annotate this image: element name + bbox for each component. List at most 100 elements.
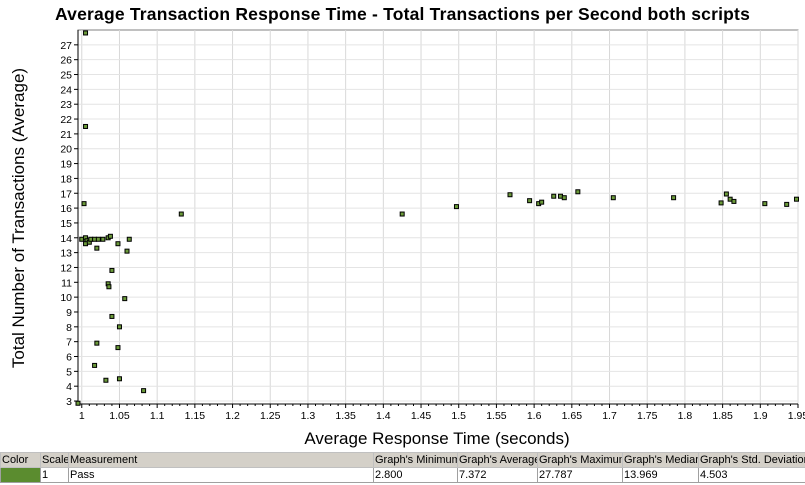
x-tick-label: 1.35 [335,410,356,422]
y-tick-label: 16 [60,203,72,215]
data-point[interactable] [100,236,106,242]
y-tick-label: 9 [66,307,72,319]
minimum-value: 2.800 [373,467,458,483]
data-point[interactable] [561,195,567,201]
x-tick-label: 1.95 [788,410,805,422]
data-point[interactable] [115,345,121,351]
maximum-value: 27.787 [537,467,623,483]
y-axis-ticks: 3 4 5 6 7 8 9 10 11 12 13 14 15 16 17 18 19 20 21 22 23 24 25 2… [60,30,79,408]
x-tick-label: 1.65 [562,410,583,422]
data-point[interactable] [92,362,98,368]
data-point[interactable] [116,376,122,382]
data-point[interactable] [94,245,100,251]
data-point[interactable] [83,123,89,129]
data-point[interactable] [575,189,581,195]
data-points [75,30,799,406]
header-median[interactable]: Graph's Median [622,452,699,468]
std-deviation-value: 4.503 [698,467,805,483]
data-point[interactable] [107,233,113,239]
data-point[interactable] [122,296,128,302]
header-scale[interactable]: Scale [40,452,69,468]
y-tick-label: 26 [60,55,72,67]
data-point[interactable] [527,198,533,204]
x-tick-label: 1.8 [678,410,693,422]
data-point[interactable] [453,204,459,210]
legend-header-row: Color Scale Measurement Graph's Minimum … [0,452,805,468]
scale-value: 1 [40,467,69,483]
data-point[interactable] [551,193,557,199]
y-tick-label: 23 [60,99,72,111]
data-point[interactable] [83,30,89,36]
data-point[interactable] [81,201,87,207]
header-std-deviation[interactable]: Graph's Std. Deviation [698,452,805,468]
x-tick-label: 1.45 [411,410,432,422]
header-average[interactable]: Graph's Average [457,452,538,468]
x-tick-label: 1.4 [376,410,391,422]
data-point[interactable] [784,201,790,207]
data-point[interactable] [95,236,101,242]
x-tick-label: 1.15 [185,410,206,422]
y-tick-label: 7 [66,337,72,349]
data-point[interactable] [115,241,121,247]
color-swatch[interactable] [1,468,40,482]
x-tick-label: 1.6 [527,410,542,422]
data-point[interactable] [399,211,405,217]
x-tick-label: 1.3 [301,410,316,422]
y-tick-label: 12 [60,262,72,274]
data-point[interactable] [610,195,616,201]
data-point[interactable] [723,191,729,197]
data-point[interactable] [106,284,112,290]
header-measurement[interactable]: Measurement [68,452,374,468]
x-tick-label: 1.7 [602,410,617,422]
header-color[interactable]: Color [0,452,41,468]
legend-row[interactable]: 1 Pass 2.800 7.372 27.787 13.969 4.503 [0,467,805,483]
x-tick-label: 1.1 [150,410,165,422]
x-tick-label: 1.55 [486,410,507,422]
data-point[interactable] [109,313,115,319]
average-value: 7.372 [457,467,538,483]
data-point[interactable] [731,198,737,204]
data-point[interactable] [75,400,81,406]
y-tick-label: 27 [60,40,72,52]
data-point[interactable] [718,200,724,206]
x-tick-label: 1 [79,410,85,422]
data-point[interactable] [793,196,799,202]
y-tick-label: 3 [66,396,72,408]
data-point[interactable] [507,192,513,198]
y-tick-label: 5 [66,366,72,378]
y-tick-label: 22 [60,114,72,126]
header-maximum[interactable]: Graph's Maximum [537,452,623,468]
y-tick-label: 24 [60,84,72,96]
data-point[interactable] [178,211,184,217]
x-tick-label: 1.9 [753,410,768,422]
y-tick-label: 20 [60,144,72,156]
data-point[interactable] [124,248,130,254]
scatter-chart: 1 1.05 1.1 1.15 1.2 1.25 1.3 1.35 1.4 1.45 1.5 1.55… [9,29,805,448]
y-tick-label: 19 [60,159,72,171]
data-point[interactable] [103,377,109,383]
header-minimum[interactable]: Graph's Minimum [373,452,458,468]
y-tick-label: 25 [60,70,72,82]
data-point[interactable] [109,267,115,273]
data-point[interactable] [141,388,147,394]
data-point[interactable] [126,236,132,242]
plot-area [77,29,799,405]
data-point[interactable] [94,340,100,346]
y-tick-label: 15 [60,218,72,230]
y-tick-label: 14 [60,233,72,245]
data-point[interactable] [116,324,122,330]
data-point[interactable] [762,201,768,207]
y-tick-label: 11 [61,277,72,289]
color-swatch-cell[interactable] [0,467,41,483]
y-tick-label: 8 [66,322,72,334]
y-tick-label: 6 [66,352,72,364]
y-tick-label: 18 [60,173,72,185]
x-axis-ticks: 1 1.05 1.1 1.15 1.2 1.25 1.3 1.35 1.4 1.45 1.5 1.55… [78,403,805,422]
legend-table: Color Scale Measurement Graph's Minimum … [0,452,805,483]
data-point[interactable] [539,199,545,205]
x-axis-label: Average Response Time (seconds) [304,429,569,448]
y-axis-label: Total Number of Transactions (Average) [9,68,28,368]
measurement-value: Pass [68,467,374,483]
data-point[interactable] [671,195,677,201]
y-tick-label: 17 [60,188,72,200]
